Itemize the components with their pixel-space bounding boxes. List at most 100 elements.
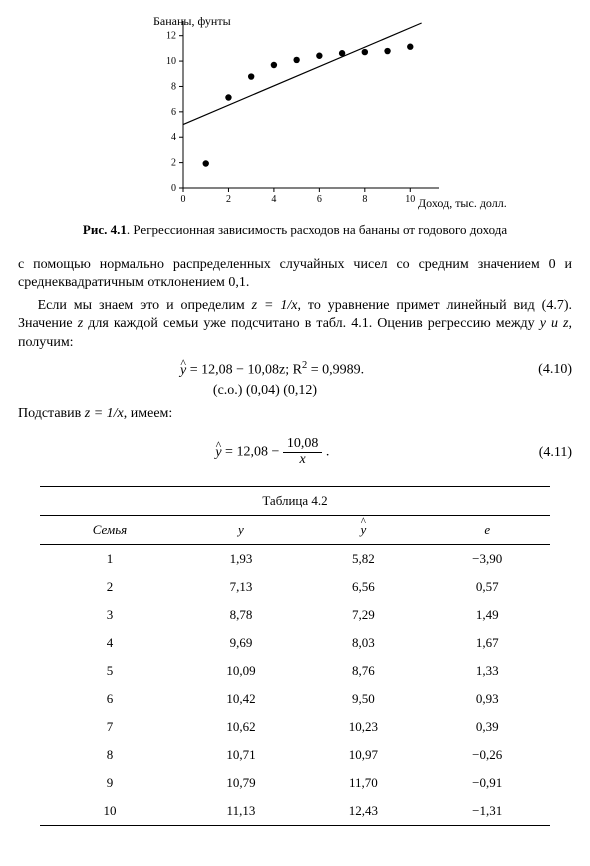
x-axis-label: Доход, тыс. долл. [418,196,507,211]
table-row: 610,429,500,93 [40,685,550,713]
z-definition-2: z = 1/x [85,406,124,421]
table-row: 38,787,291,49 [40,601,550,629]
table-row: 27,136,560,57 [40,573,550,601]
table-cell: 1 [40,544,180,573]
svg-text:10: 10 [405,194,415,205]
table-body: 11,935,82−3,9027,136,560,5738,787,291,49… [40,544,550,825]
p2-part-c: для каждой семьи уже подсчитано в табл. … [83,316,540,331]
eq2-frac-den: x [283,453,323,468]
col-yhat-symbol: y [360,522,366,538]
chart-container: Бананы, фунты 0246810024681012 Доход, ты… [18,18,572,208]
table-cell: 6,56 [302,573,424,601]
equation-4-10: y = 12,08 − 10,08z; R2 = 0,9989. (4.10) [18,360,572,379]
paragraph-3: Подставив z = 1/x, имеем: [18,405,572,423]
col-семья: Семья [40,515,180,544]
figure-caption: Рис. 4.1. Регрессионная зависимость расх… [18,222,572,238]
y-axis-label: Бананы, фунты [153,14,231,29]
table-cell: −1,31 [425,797,550,826]
col-y: y [180,515,302,544]
table-cell: 4 [40,629,180,657]
table-row: 810,7110,97−0,26 [40,741,550,769]
p2-part-a: Если мы знаем это и определим [38,298,252,313]
table-cell: 0,93 [425,685,550,713]
table-cell: 7,29 [302,601,424,629]
table-cell: 10,23 [302,713,424,741]
table-cell: −3,90 [425,544,550,573]
table-cell: 8,78 [180,601,302,629]
svg-text:8: 8 [362,194,367,205]
table-cell: 10 [40,797,180,826]
table-cell: 9 [40,769,180,797]
table-cell: 5,82 [302,544,424,573]
table-title: Таблица 4.2 [40,486,550,515]
svg-text:6: 6 [171,107,176,118]
paragraph-2: Если мы знаем это и определим z = 1/x, т… [18,297,572,352]
svg-text:4: 4 [171,132,176,143]
svg-text:8: 8 [171,81,176,92]
table-cell: 2 [40,573,180,601]
eq-4-11-number: (4.11) [527,445,572,461]
eq2-frac-num: 10,08 [283,437,323,453]
table-cell: 8,76 [302,657,424,685]
table-cell: 9,50 [302,685,424,713]
eq-4-10-se: (с.о.) (0,04) (0,12) [18,383,572,399]
table-cell: 1,67 [425,629,550,657]
table-cell: 11,13 [180,797,302,826]
paragraph-1: с помощью нормально распределенных случа… [18,256,572,293]
eq2-yhat: y [215,445,221,461]
table-cell: 1,33 [425,657,550,685]
table-header-row: Семья y y e [40,515,550,544]
eq2-fraction: 10,08x [283,437,323,467]
z-definition: z = 1/x [252,298,298,313]
table-cell: 3 [40,601,180,629]
table-cell: 10,71 [180,741,302,769]
table-cell: −0,91 [425,769,550,797]
table-row: 910,7911,70−0,91 [40,769,550,797]
table-cell: 6 [40,685,180,713]
eq2-prefix: = 12,08 − [222,445,283,460]
svg-text:2: 2 [226,194,231,205]
table-cell: 8,03 [302,629,424,657]
table-cell: 9,69 [180,629,302,657]
table-cell: 8 [40,741,180,769]
p3-part-b: , имеем: [124,406,173,421]
table-cell: 10,09 [180,657,302,685]
table-cell: −0,26 [425,741,550,769]
eq-4-10-body: y = 12,08 − 10,08z; R2 = 0,9989. [18,360,526,379]
svg-text:4: 4 [271,194,276,205]
table-cell: 12,43 [302,797,424,826]
eq-4-11-body: y = 12,08 − 10,08x . [18,437,527,467]
table-row: 710,6210,230,39 [40,713,550,741]
yz-symbols: y и z [540,316,569,331]
table-cell: 1,49 [425,601,550,629]
page: Бананы, фунты 0246810024681012 Доход, ты… [0,0,590,846]
svg-text:10: 10 [166,56,176,67]
eq-4-10-number: (4.10) [526,362,572,378]
table-cell: 0,39 [425,713,550,741]
eq1-r2: = 0,9989. [307,363,364,378]
svg-text:12: 12 [166,31,176,42]
figure-number: Рис. 4.1 [83,222,127,237]
table-cell: 11,70 [302,769,424,797]
table-cell: 0,57 [425,573,550,601]
table-cell: 7,13 [180,573,302,601]
eq1-body: = 12,08 − 10,08z; R [186,363,302,378]
table-row: 1011,1312,43−1,31 [40,797,550,826]
table-cell: 10,42 [180,685,302,713]
table-row: 49,698,031,67 [40,629,550,657]
eq1-yhat: y [180,363,186,379]
svg-text:2: 2 [171,158,176,169]
p3-part-a: Подставив [18,406,85,421]
figure-caption-text: . Регрессионная зависимость расходов на … [127,222,507,237]
table-4-2: Таблица 4.2 Семья y y e 11,935,82−3,9027… [40,486,550,826]
table-cell: 10,97 [302,741,424,769]
equation-4-11: y = 12,08 − 10,08x . (4.11) [18,437,572,467]
svg-text:6: 6 [317,194,322,205]
table-cell: 5 [40,657,180,685]
col-e: e [425,515,550,544]
table-cell: 10,62 [180,713,302,741]
col-yhat: y [302,515,424,544]
table-cell: 10,79 [180,769,302,797]
table-cell: 1,93 [180,544,302,573]
scatter-chart: 0246810024681012 [153,18,453,208]
